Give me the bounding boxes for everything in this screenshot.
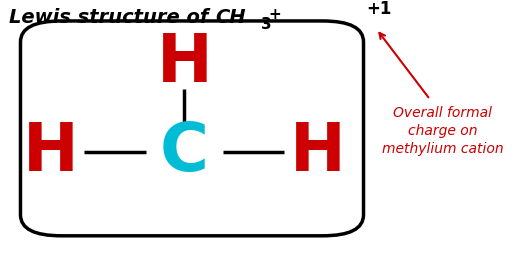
Text: H: H xyxy=(24,119,79,185)
Text: Overall formal
charge on
methylium cation: Overall formal charge on methylium catio… xyxy=(382,106,504,156)
Text: H: H xyxy=(157,30,212,96)
Text: Lewis structure of: Lewis structure of xyxy=(9,8,215,27)
Text: 3: 3 xyxy=(261,17,272,32)
Text: +: + xyxy=(269,7,282,21)
Text: H: H xyxy=(290,119,345,185)
Text: CH: CH xyxy=(215,8,246,27)
Text: +1: +1 xyxy=(366,0,392,18)
Text: C: C xyxy=(160,119,209,185)
